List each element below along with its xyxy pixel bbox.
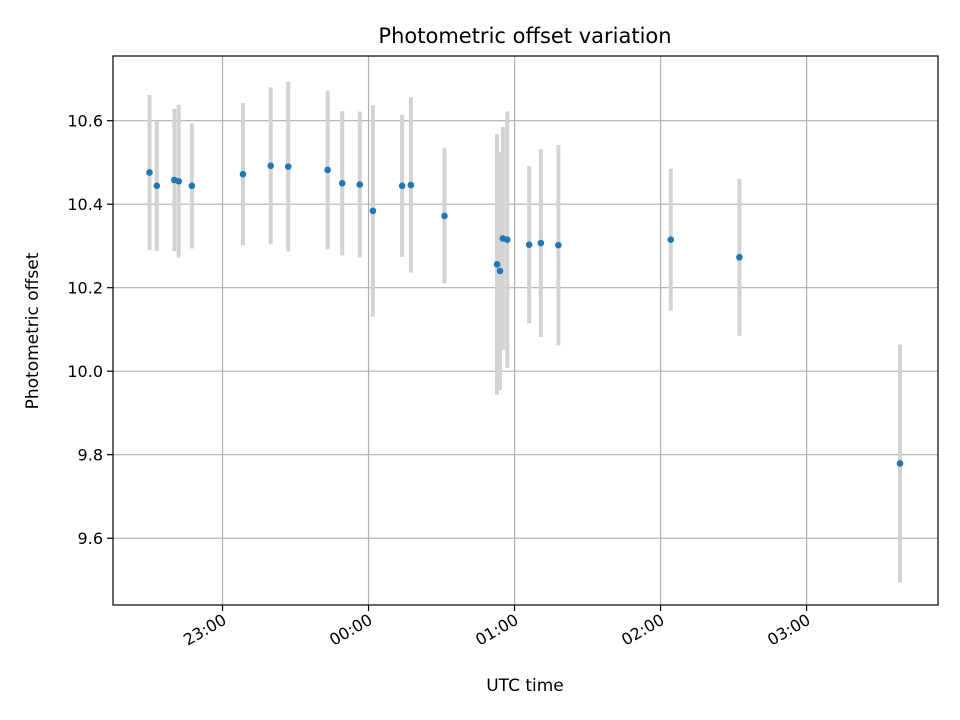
data-point [398, 182, 406, 190]
data-point [736, 253, 743, 261]
data-point [188, 182, 196, 190]
data-point [493, 261, 501, 268]
y-tick-label: 9.6 [78, 529, 103, 548]
y-axis-label: Photometric offset [23, 252, 43, 409]
data-point [496, 267, 504, 275]
data-point [407, 181, 415, 189]
y-axis-ticks: 9.6 9.8 10.0 10.2 10.4 10.6 [67, 112, 113, 548]
data-point [324, 166, 331, 174]
data-point [338, 180, 346, 187]
y-tick-label: 10.0 [67, 362, 103, 381]
data-point [503, 236, 511, 243]
data-point [239, 170, 247, 178]
y-tick-label: 10.6 [67, 112, 103, 131]
data-point [667, 236, 675, 243]
y-tick-label: 9.8 [78, 446, 103, 465]
data-point [555, 241, 562, 249]
x-axis-label: UTC time [486, 676, 564, 696]
data-point [146, 169, 153, 176]
y-tick-label: 10.4 [67, 195, 103, 214]
data-point [175, 177, 183, 185]
data-point [267, 162, 274, 170]
data-point [284, 163, 292, 170]
grid [113, 56, 938, 605]
data-point [356, 181, 364, 188]
data-points [146, 162, 904, 467]
data-point [369, 207, 377, 215]
data-point [537, 239, 545, 247]
data-point [525, 241, 533, 249]
y-tick-label: 10.2 [67, 279, 103, 298]
chart-title: Photometric offset variation [378, 24, 671, 48]
plot-frame [112, 55, 939, 606]
data-point [896, 460, 904, 467]
data-point [153, 182, 161, 190]
data-point [441, 212, 448, 220]
